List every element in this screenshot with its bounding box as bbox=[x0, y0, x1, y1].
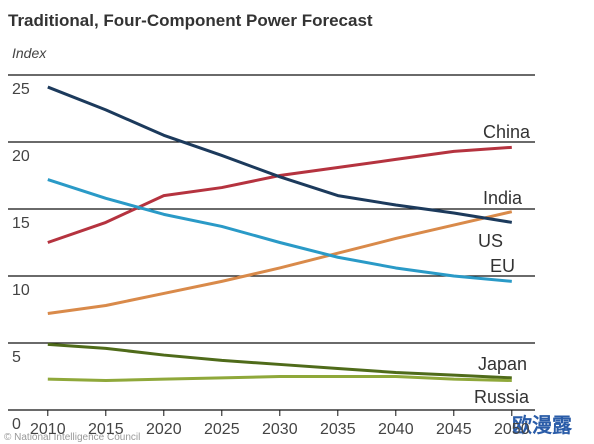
source: © National Intelligence Council bbox=[4, 432, 140, 443]
chart-title: Traditional, Four-Component Power Foreca… bbox=[8, 11, 373, 30]
series-line bbox=[47, 342, 512, 380]
y-tick-label: 15 bbox=[12, 215, 30, 232]
series-line bbox=[47, 210, 513, 316]
y-tick-label: 5 bbox=[12, 349, 21, 366]
series-line bbox=[47, 85, 513, 224]
x-tick-label: 2045 bbox=[436, 421, 472, 438]
series-label: India bbox=[483, 188, 523, 208]
x-tick-label: 2035 bbox=[320, 421, 356, 438]
watermark: 欧漫露 bbox=[512, 413, 573, 437]
x-tick-label: 2030 bbox=[262, 421, 298, 438]
y-tick-label: 25 bbox=[12, 81, 30, 98]
x-tick-label: 2050 bbox=[494, 421, 530, 438]
series-label: US bbox=[478, 231, 503, 251]
y-axis-label: Index bbox=[12, 45, 47, 61]
y-tick-label: 20 bbox=[12, 148, 30, 165]
series-label: Japan bbox=[478, 354, 527, 374]
x-tick-label: 2040 bbox=[378, 421, 414, 438]
y-tick-label: 10 bbox=[12, 282, 30, 299]
series-label: Russia bbox=[474, 387, 530, 407]
series-label: China bbox=[483, 122, 531, 142]
x-tick-label: 2025 bbox=[204, 421, 240, 438]
series-line bbox=[47, 375, 512, 383]
x-tick-label: 2020 bbox=[146, 421, 182, 438]
series-label: EU bbox=[490, 256, 515, 276]
x-tick-label: 2015 bbox=[88, 421, 124, 438]
x-tick-label: 2010 bbox=[30, 421, 66, 438]
y-tick-label: 0 bbox=[12, 416, 21, 433]
series-line bbox=[47, 178, 512, 283]
